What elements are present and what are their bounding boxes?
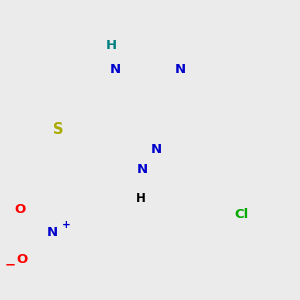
- Text: N: N: [136, 163, 148, 176]
- Text: −: −: [5, 259, 16, 272]
- Text: H: H: [106, 39, 117, 52]
- Text: O: O: [15, 203, 26, 216]
- Text: +: +: [61, 220, 70, 230]
- Text: N: N: [150, 142, 161, 155]
- Text: H: H: [136, 192, 146, 205]
- Text: S: S: [53, 122, 64, 137]
- Text: O: O: [16, 253, 28, 266]
- Text: N: N: [110, 63, 121, 76]
- Text: Cl: Cl: [235, 208, 249, 221]
- Text: N: N: [46, 226, 58, 239]
- Text: N: N: [175, 63, 186, 76]
